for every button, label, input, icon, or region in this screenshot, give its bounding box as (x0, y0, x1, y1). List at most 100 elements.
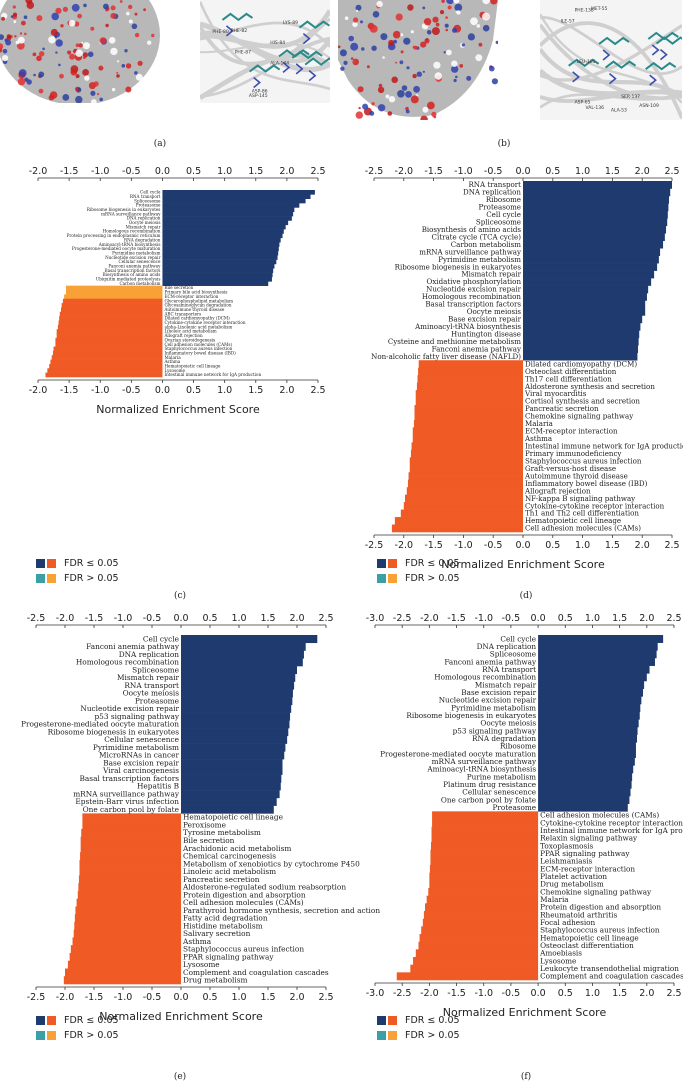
category-label: Nucleotide excision repair (439, 696, 537, 705)
category-label: Pyrimidine metabolism (112, 250, 160, 255)
residue-label: LEU-105 (577, 59, 596, 65)
category-label: Glycerophospholipid metabolism (164, 298, 233, 303)
panel-label-d: (d) (519, 591, 533, 601)
category-label: Mismatch repair (461, 270, 521, 279)
bar (538, 658, 655, 666)
backbone-ribbon (200, 42, 330, 59)
surface-atom (424, 38, 430, 44)
surface-atom (451, 60, 458, 67)
bar (429, 872, 539, 881)
bottom-tick-label: -1.5 (447, 988, 466, 999)
bar (78, 883, 181, 892)
surface-atom (353, 17, 359, 23)
panel-label-c: (c) (173, 591, 187, 601)
surface-atom (422, 106, 429, 113)
swatch-pos-sig (36, 559, 45, 568)
surface-atom (362, 103, 369, 110)
bar (162, 216, 292, 221)
category-label: Bile secretion (183, 836, 235, 845)
top-tick-label: -1.5 (60, 166, 79, 177)
bottom-tick-label: -1.0 (454, 540, 473, 551)
category-label: Asthma (524, 434, 553, 443)
category-label: Ribosome (486, 195, 521, 204)
category-label: Aldosterone synthesis and secretion (524, 382, 655, 391)
category-label: Metabolism of xenobiotics by cytochrome … (183, 859, 360, 868)
surface-atom (75, 95, 83, 103)
legend-sig-label: FDR ≤ 0.05 (64, 1015, 119, 1026)
bar (523, 285, 649, 294)
surface-atom (455, 10, 458, 13)
category-label: Primary bile acid biosynthesis (164, 290, 227, 295)
binding-site-detail-b: VAL-136 ALA-53 ASP-65 SER-137 PHE-138 ILE-57 L… (540, 0, 682, 120)
bar (406, 487, 523, 495)
bar (413, 419, 523, 428)
category-label: Aminoacyl-tRNA biosynthesis (426, 765, 536, 774)
category-label: Parathyroid hormone synthesis, secretion… (183, 906, 380, 915)
surface-atom (382, 56, 385, 59)
surface-atom (99, 37, 107, 45)
category-label: ECM-receptor interaction (525, 427, 618, 436)
gsea-chart-d: -2.5 -2.5 -2.0 -2.0 -1.5 -1.5 -1.0 -1.0 -0.5 -0.5… (342, 158, 683, 571)
ligand-bond (221, 12, 254, 22)
residue-label: ASP-65 (575, 99, 591, 105)
category-label: Oocyte meiosis (123, 689, 180, 698)
surface-atom (147, 40, 152, 45)
surface-atom (358, 106, 361, 110)
swatch-pos-ns (377, 1031, 386, 1040)
surface-atom (423, 18, 432, 26)
surface-atom (489, 65, 495, 72)
bar (538, 796, 630, 804)
residue-label: LYS-89 (283, 20, 298, 26)
bar (538, 642, 658, 651)
surface-atom (410, 95, 419, 104)
bar (425, 903, 539, 912)
backbone-ribbon (540, 90, 682, 103)
surface-atom (385, 94, 390, 99)
surface-atom (395, 13, 403, 21)
surface-atom (137, 60, 143, 66)
bar (411, 442, 523, 451)
bottom-tick-label: 0.0 (531, 988, 546, 999)
category-label: Basal transcription factors (105, 268, 161, 273)
bottom-tick-label: -0.5 (122, 385, 141, 396)
bar (523, 248, 661, 256)
bar (396, 972, 539, 981)
surface-atom (126, 11, 130, 16)
category-label: Spliceosome (490, 650, 536, 659)
surface-atom (420, 115, 428, 120)
binding-render-a: PHE-80 PHE-82 HIS-84 ASP-86 LYS-89 ASP-145 ALA… (200, 0, 330, 103)
surface-atom (75, 74, 80, 79)
swatch-neg-ns (388, 574, 397, 583)
surface-atom (357, 86, 364, 93)
surface-atom (405, 91, 412, 98)
residue-label: ASP-86 (252, 89, 268, 95)
top-tick-label: -3.0 (366, 613, 385, 624)
category-label: Cellular senescence (104, 735, 179, 744)
surface-atom (49, 91, 58, 99)
category-label: DNA replication (127, 216, 161, 221)
category-label: Toxoplasmosis (540, 841, 593, 850)
bottom-tick-label: 0.0 (155, 385, 170, 396)
residue-sidechain (308, 70, 317, 82)
surface-atom (143, 8, 147, 12)
category-label: Progesterone-mediated oocyte maturation (72, 246, 161, 251)
category-label: Progesterone-mediated oocyte maturation (21, 720, 179, 729)
category-label: Inflammatory bowel disease (IBD) (164, 350, 236, 355)
surface-atom (413, 45, 418, 50)
category-label: Cell cycle (140, 190, 161, 195)
category-label: Intestinal immune network for IgA produc… (164, 372, 261, 377)
bar (523, 203, 669, 212)
bottom-tick-label: -1.0 (474, 988, 493, 999)
residue-sidechain (651, 44, 660, 56)
backbone-ribbon (200, 52, 330, 100)
category-label: Lysosome (183, 960, 220, 969)
swatch-pos-ns (377, 574, 386, 583)
category-label: Basal transcription factors (80, 774, 180, 783)
bar (430, 842, 539, 850)
surface-atom (98, 65, 104, 71)
swatch-neg-ns (388, 1031, 397, 1040)
panel-label-f: (f) (520, 1072, 532, 1082)
surface-atom (403, 37, 411, 45)
surface-atom (405, 106, 409, 111)
bar (181, 673, 296, 682)
